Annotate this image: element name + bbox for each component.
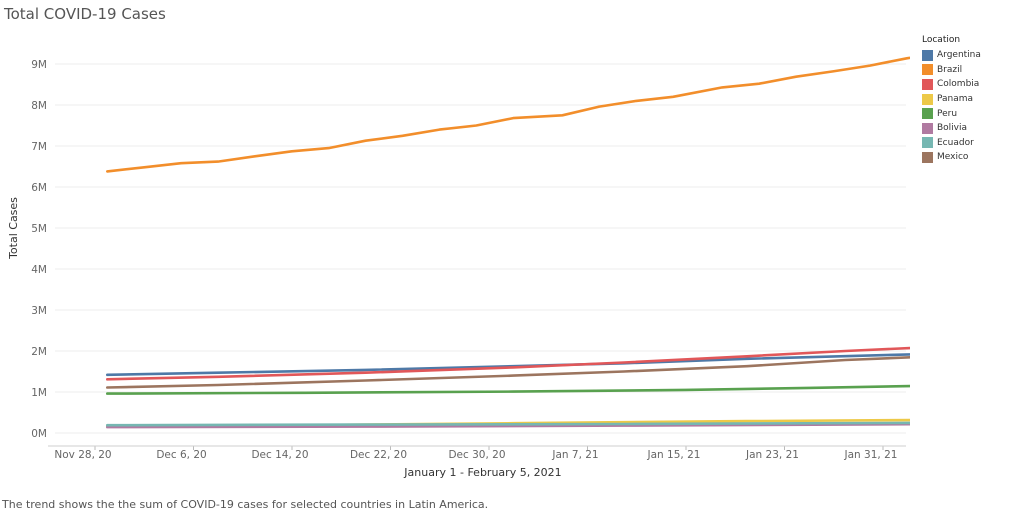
y-tick-label: 4M [31, 264, 47, 276]
chart-title: Total COVID-19 Cases [4, 5, 166, 23]
legend-label: Panama [937, 94, 974, 105]
legend-swatch [922, 108, 933, 120]
series-line-peru [106, 384, 910, 395]
legend-label: Colombia [937, 79, 980, 90]
legend-swatch [922, 122, 933, 134]
y-tick-label: 3M [31, 305, 47, 317]
line-chart: 0M 1M 2M 3M 4M 5M 6M 7M 8M 9M Nov 28, 20 Dec 6, 20… [7, 56, 910, 479]
x-tick-label: Dec 30, 20 [448, 449, 505, 461]
series-line-mexico [106, 356, 910, 389]
legend-swatch [922, 49, 933, 61]
gridlines [55, 63, 906, 434]
legend-title: Location [922, 35, 961, 45]
series-line-colombia [106, 346, 910, 381]
series-line-ecuador [106, 421, 910, 427]
legend-item-mexico[interactable]: Mexico [922, 150, 981, 165]
legend-swatch [922, 93, 933, 105]
y-axis-ticks: 0M 1M 2M 3M 4M 5M 6M 7M 8M 9M [31, 59, 47, 440]
legend-label: Peru [937, 108, 958, 119]
y-tick-label: 7M [31, 141, 47, 153]
legend-item-bolivia[interactable]: Bolivia [922, 121, 981, 136]
legend-item-colombia[interactable]: Colombia [922, 77, 981, 92]
legend-label: Argentina [937, 50, 981, 61]
y-tick-label: 2M [31, 346, 47, 358]
legend-item-brazil[interactable]: Brazil [922, 63, 981, 78]
legend-label: Brazil [937, 64, 963, 75]
x-tick-label: Jan 23, 21 [745, 449, 799, 461]
x-tick-label: Jan 31, 21 [844, 449, 898, 461]
y-tick-label: 9M [31, 59, 47, 71]
caption: The trend shows the the sum of COVID-19 … [2, 498, 489, 511]
legend-item-argentina[interactable]: Argentina [922, 48, 981, 63]
legend-label: Mexico [937, 152, 969, 163]
legend: Location Argentina Brazil Colombia Panama Pe… [922, 35, 981, 165]
legend-item-ecuador[interactable]: Ecuador [922, 136, 981, 151]
legend-items: Argentina Brazil Colombia Panama Peru Bolivia… [922, 48, 981, 165]
y-axis-label: Total Cases [7, 197, 20, 260]
legend-item-panama[interactable]: Panama [922, 92, 981, 107]
legend-label: Ecuador [937, 137, 974, 148]
legend-label: Bolivia [937, 123, 968, 134]
x-axis-ticks: Nov 28, 20 Dec 6, 20 Dec 14, 20 Dec 22, 20 D… [54, 446, 897, 461]
legend-swatch [922, 137, 933, 149]
y-tick-label: 0M [31, 428, 47, 440]
series-lines [106, 56, 910, 429]
series-line-bolivia [106, 422, 910, 429]
x-tick-label: Dec 22, 20 [350, 449, 407, 461]
legend-swatch [922, 151, 933, 163]
y-tick-label: 1M [31, 387, 47, 399]
x-tick-label: Nov 28, 20 [54, 449, 111, 461]
y-tick-label: 8M [31, 100, 47, 112]
series-line-brazil [106, 56, 910, 173]
x-tick-label: Jan 7, 21 [551, 449, 598, 461]
x-axis-label: January 1 - February 5, 2021 [403, 466, 561, 479]
y-tick-label: 5M [31, 223, 47, 235]
x-tick-label: Jan 15, 21 [647, 449, 701, 461]
legend-item-peru[interactable]: Peru [922, 106, 981, 121]
y-tick-label: 6M [31, 182, 47, 194]
x-tick-label: Dec 6, 20 [156, 449, 206, 461]
legend-swatch [922, 64, 933, 76]
legend-swatch [922, 78, 933, 90]
x-tick-label: Dec 14, 20 [251, 449, 308, 461]
